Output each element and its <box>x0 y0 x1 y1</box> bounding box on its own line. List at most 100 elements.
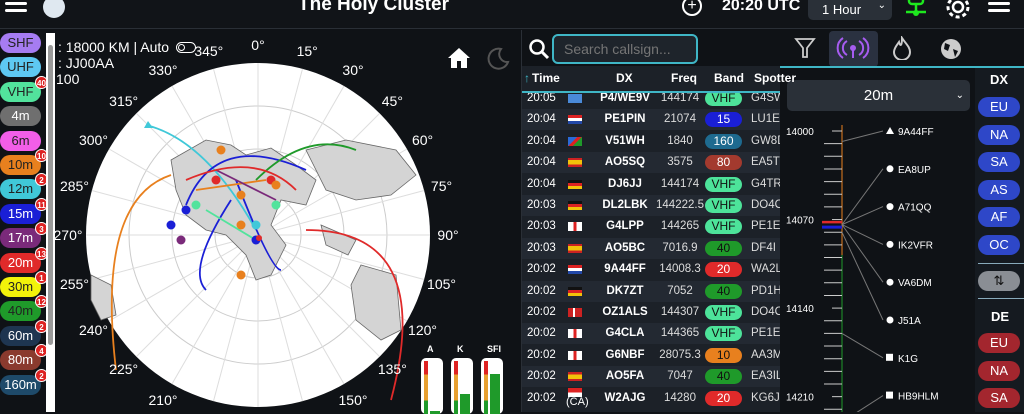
band-map-spot[interactable]: VA6DM <box>898 278 932 289</box>
dx-callsign[interactable]: G4LPP <box>606 220 644 233</box>
spot-marker[interactable] <box>191 200 201 210</box>
band-filter-10m[interactable]: 10m <box>0 155 41 175</box>
table-row[interactable]: 20:04 PE1PIN 21074 15 LU1EE <box>522 109 787 131</box>
spot-marker[interactable] <box>216 145 226 155</box>
col-spotter[interactable]: Spotter <box>754 71 796 85</box>
dx-continent-OC[interactable]: OC <box>978 234 1020 255</box>
table-row[interactable]: 20:02 9A44FF 14008.3 20 WA2LM <box>522 259 791 281</box>
fire-icon[interactable] <box>892 36 912 60</box>
band-filter-60m[interactable]: 60m <box>0 325 41 346</box>
spot-marker[interactable] <box>181 205 191 215</box>
spotter-callsign[interactable]: DO4O <box>751 306 784 318</box>
band-select[interactable]: 20m ⌄ <box>787 80 970 111</box>
dx-callsign[interactable]: G4CLA <box>605 327 645 340</box>
table-row[interactable]: 20:04 DJ6JJ 144174 VHF G4TR <box>522 173 782 195</box>
band-map-spot[interactable]: IK2VFR <box>898 240 933 251</box>
band-filter-12m[interactable]: 12m <box>0 179 41 200</box>
table-row[interactable]: 20:02 (CA) W2AJG 14280 20 KG6J <box>522 387 780 409</box>
azimuthal-map[interactable] <box>56 30 520 412</box>
band-filter-20m[interactable]: 20m <box>0 252 41 273</box>
table-row[interactable]: 20:02 OZ1ALS 144307 VHF DO4O <box>522 302 784 323</box>
band-map-spot[interactable]: HB9HLM <box>898 392 939 403</box>
spot-marker[interactable] <box>236 270 246 280</box>
table-row[interactable]: 20:04 V51WH 1840 160 GW8D <box>522 130 786 152</box>
spotter-callsign[interactable]: DF4I <box>751 241 776 254</box>
table-row[interactable]: 20:03 DL2LBK 144222.5 VHF DO4O <box>522 195 784 216</box>
col-dx[interactable]: DX <box>616 71 633 85</box>
spot-marker[interactable] <box>271 180 281 190</box>
spotter-callsign[interactable]: DO4O <box>751 199 784 211</box>
spotter-callsign[interactable]: EA5T <box>751 156 780 169</box>
dx-continent-SA[interactable]: SA <box>978 152 1020 172</box>
band-filter-UHF[interactable]: UHF <box>0 57 41 78</box>
band-filter-160m[interactable]: 160m <box>0 374 41 395</box>
dx-callsign[interactable]: 9A44FF <box>604 263 646 276</box>
network-icon[interactable] <box>904 0 928 18</box>
spot-marker[interactable] <box>271 200 281 210</box>
band-filter-40m[interactable]: 40m <box>0 301 41 322</box>
dx-continent-AF[interactable]: AF <box>978 207 1020 227</box>
table-row[interactable]: 20:03 AO5BC 7016.9 40 DF4I <box>522 237 780 259</box>
home-icon[interactable] <box>447 47 471 69</box>
dx-continent-AS[interactable]: AS <box>978 179 1020 200</box>
scrollbar-thumb[interactable] <box>48 45 53 345</box>
spotter-callsign[interactable]: G4SW <box>751 92 785 104</box>
dx-callsign[interactable]: OZ1ALS <box>602 306 648 318</box>
col-freq[interactable]: Freq <box>671 71 698 85</box>
spotter-callsign[interactable]: GW8D <box>751 134 786 147</box>
spot-marker[interactable] <box>236 220 246 230</box>
de-continent-NA[interactable]: NA <box>978 360 1020 381</box>
table-row[interactable]: 20:02 DK7ZT 7052 40 PD1H <box>522 280 782 302</box>
spotter-callsign[interactable]: G4TR <box>751 177 782 190</box>
time-range-select[interactable]: 1 Hour ⌄ <box>808 0 892 20</box>
col-band[interactable]: Band <box>714 71 744 85</box>
dx-continent-EU[interactable]: EU <box>978 97 1020 117</box>
filter-icon[interactable] <box>794 36 816 60</box>
band-map-spot[interactable]: EA8UP <box>898 165 931 176</box>
auto-toggle[interactable] <box>176 42 196 53</box>
dx-callsign[interactable]: P4/WE9V <box>600 92 650 104</box>
spotter-callsign[interactable]: KG6J <box>751 391 780 404</box>
globe-icon[interactable] <box>939 37 963 61</box>
spot-marker[interactable] <box>144 121 153 128</box>
menu-icon[interactable] <box>5 2 27 5</box>
dx-callsign[interactable]: W2AJG <box>604 391 646 404</box>
band-map-spot[interactable]: 9A44FF <box>898 127 934 138</box>
table-row[interactable]: 20:05 P4/WE9V 144174 VHF G4SW <box>522 88 785 109</box>
band-filter-6m[interactable]: 6m <box>0 130 41 151</box>
tab-band-map[interactable] <box>829 31 878 67</box>
table-row[interactable]: 20:02 AO5FA 7047 40 EA3IL <box>522 366 783 388</box>
dx-callsign[interactable]: DJ6JJ <box>608 177 642 190</box>
dx-callsign[interactable]: DK7ZT <box>606 284 644 297</box>
band-filter-30m[interactable]: 30m <box>0 277 41 297</box>
dx-callsign[interactable]: V51WH <box>605 134 645 147</box>
de-continent-EU[interactable]: EU <box>978 333 1020 353</box>
swap-dx-de-button[interactable]: ⇅ <box>978 271 1020 291</box>
dx-callsign[interactable]: AO5SQ <box>604 156 646 169</box>
band-filter-17m[interactable]: 17m <box>0 228 41 249</box>
dx-callsign[interactable]: PE1PIN <box>604 113 646 126</box>
spotter-callsign[interactable]: EA3IL <box>751 370 783 383</box>
table-row[interactable]: 20:03 G4LPP 144265 VHF PE1EW <box>522 216 791 238</box>
table-row[interactable]: 20:02 G4CLA 144365 VHF PE1EW <box>522 323 791 345</box>
spot-marker[interactable] <box>166 220 176 230</box>
spot-marker[interactable] <box>176 235 186 245</box>
dx-continent-NA[interactable]: NA <box>978 124 1020 145</box>
band-filter-80m[interactable]: 80m <box>0 350 41 371</box>
spot-marker[interactable] <box>236 190 246 200</box>
col-time[interactable]: Time <box>532 71 560 85</box>
band-filter-4m[interactable]: 4m <box>0 106 41 127</box>
dx-callsign[interactable]: AO5FA <box>605 370 645 383</box>
band-filter-VHF[interactable]: VHF <box>0 81 41 102</box>
search-input[interactable] <box>552 34 698 64</box>
band-map-spot[interactable]: J51A <box>898 316 921 327</box>
dx-callsign[interactable]: DL2LBK <box>602 199 648 211</box>
gear-icon[interactable] <box>945 0 971 20</box>
spotter-callsign[interactable]: PD1H <box>751 284 782 297</box>
menu-icon[interactable] <box>988 2 1010 5</box>
band-filter-15m[interactable]: 15m <box>0 203 41 224</box>
de-continent-SA[interactable]: SA <box>978 388 1020 408</box>
band-filter-SHF[interactable]: SHF <box>0 33 41 53</box>
dx-callsign[interactable]: G6NBF <box>605 348 645 361</box>
dark-mode-moon-icon[interactable] <box>485 46 511 72</box>
